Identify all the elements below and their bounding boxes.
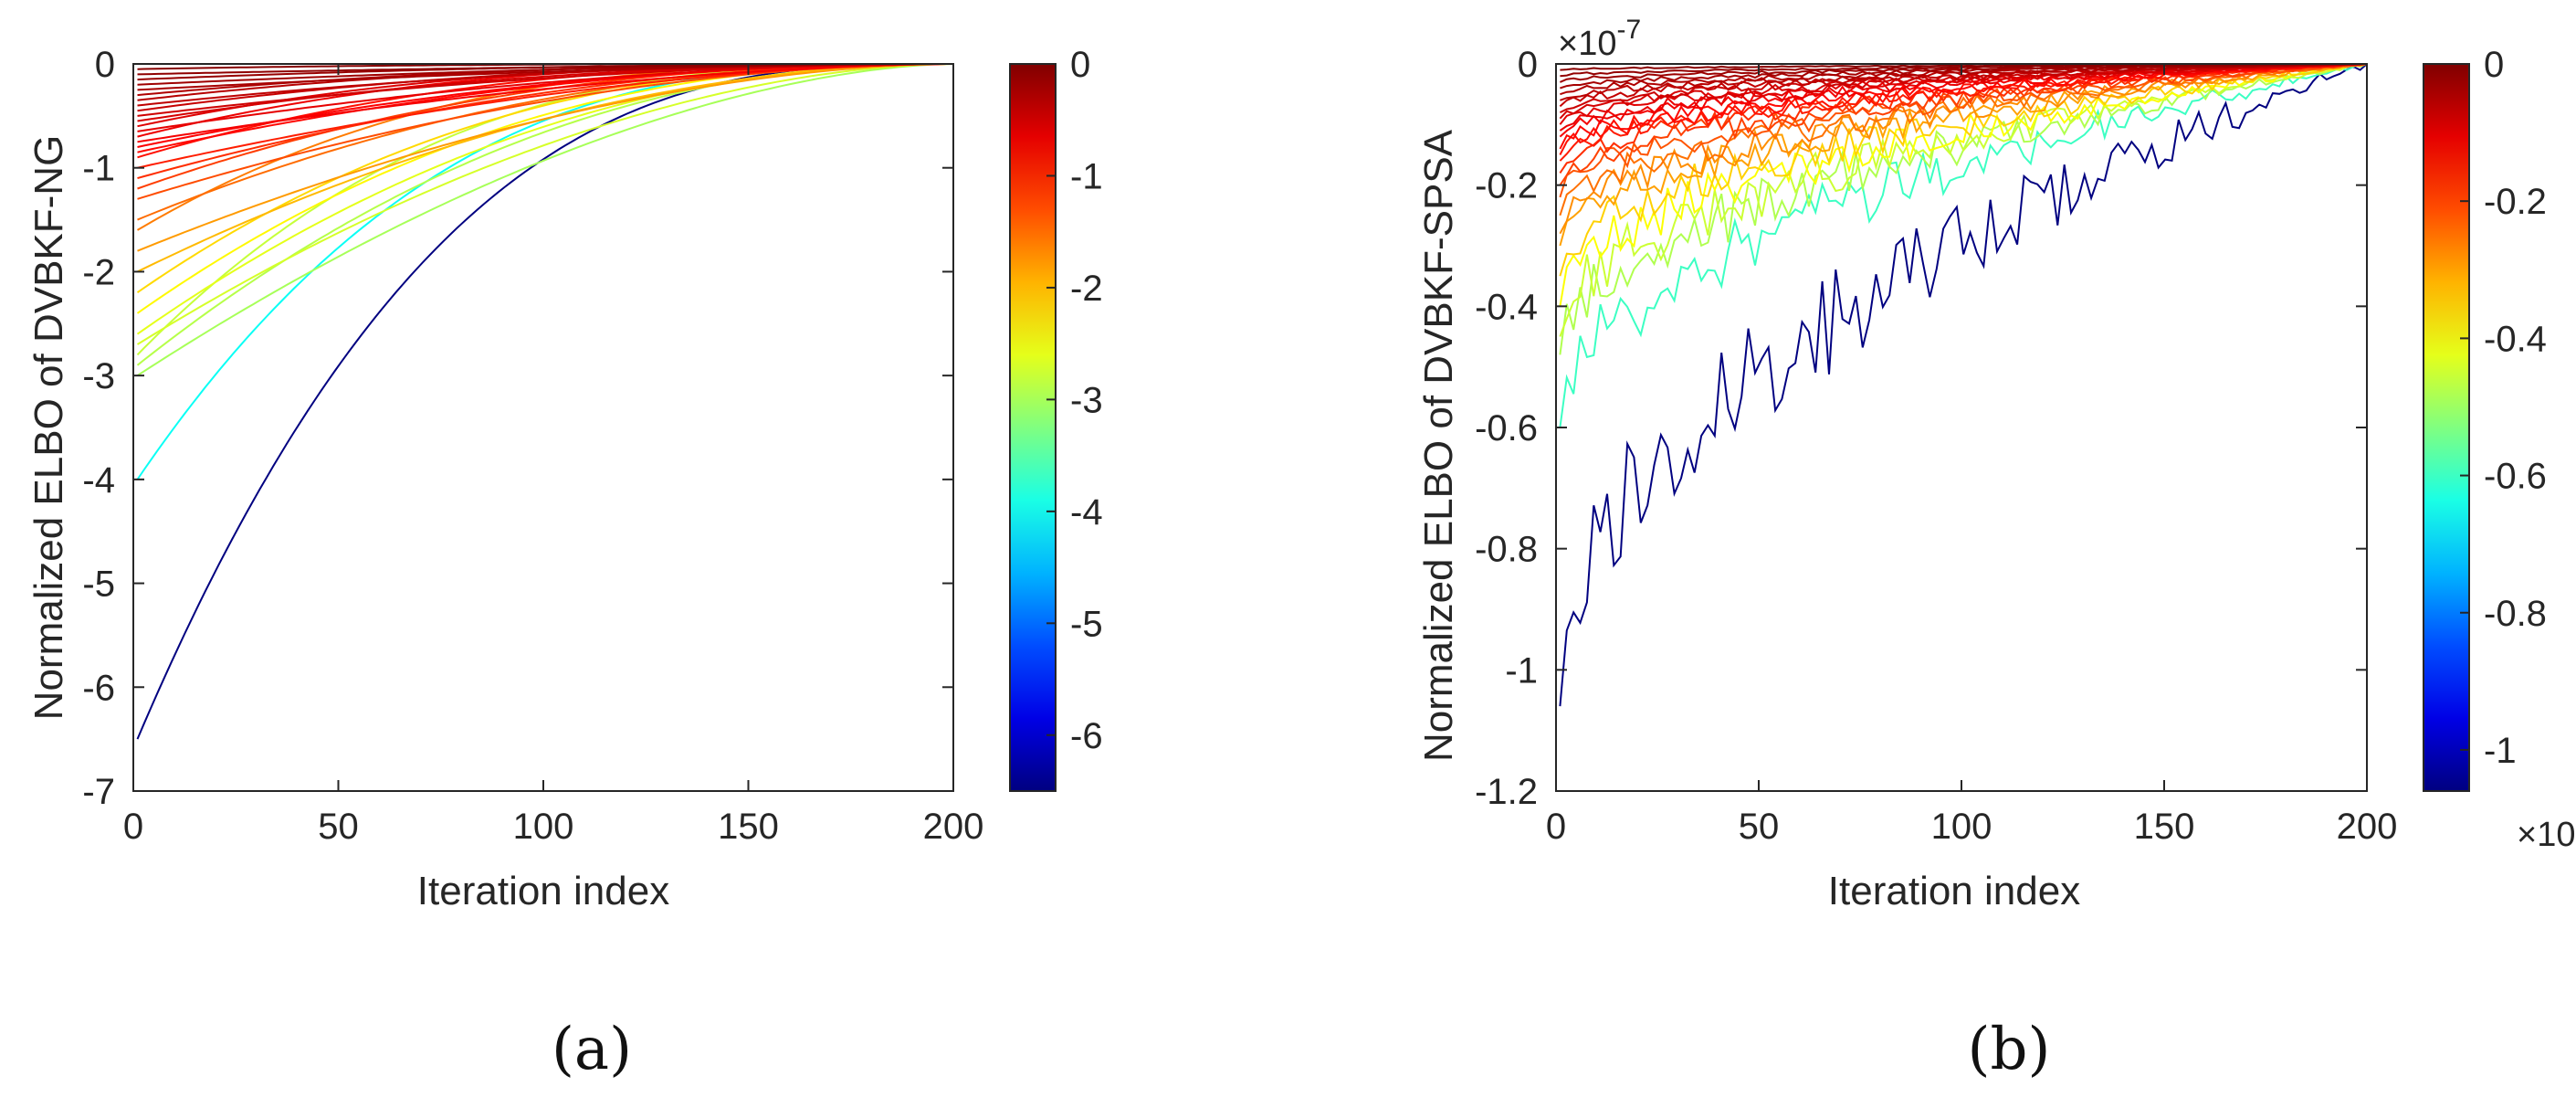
panel-a-series-line xyxy=(136,63,953,356)
panel-a-ylabel: Normalized ELBO of DVBKF-NG xyxy=(26,135,71,721)
panel-a-colorbar-tick-label: 0 xyxy=(1070,45,1090,85)
panel-b-xtick-label: 200 xyxy=(2337,807,2398,847)
panel-a-colorbar-tick-label: -2 xyxy=(1070,269,1103,309)
panel-b-colorbar-tick-label: -0.8 xyxy=(2484,594,2547,634)
panel-a-xtick-label: 150 xyxy=(718,807,779,847)
panel-a-ytick-label: -1 xyxy=(82,149,115,189)
panel-a-caption: (a) xyxy=(552,1016,632,1083)
panel-b-colorbar-exponent-base: ×10 xyxy=(2517,816,2575,854)
panel-a-series-line xyxy=(136,63,954,345)
panel-b-series-line xyxy=(1559,63,2368,707)
panel-a-xtick-label: 100 xyxy=(513,807,574,847)
panel-a-xtick-label: 0 xyxy=(123,807,143,847)
panel-b-xtick-label: 100 xyxy=(1931,807,1992,847)
panel-b-colorbar xyxy=(2423,63,2470,792)
panel-b-caption: (b) xyxy=(1968,1016,2051,1083)
panel-b-colorbar-tick-label: 0 xyxy=(2484,45,2504,85)
panel-b-series-line xyxy=(1559,63,2368,125)
panel-b-series-line xyxy=(1559,63,2368,337)
panel-b-series-line xyxy=(1559,63,2368,247)
panel-b-colorbar-ticks: 0 -0.2 -0.4 -0.6 -0.8 -1 xyxy=(2460,45,2547,771)
panel-b-series-line xyxy=(1559,63,2368,155)
panel-a-colorbar-ticks: 0 -1 -2 -3 -4 -5 -6 xyxy=(1046,45,1103,756)
panel-a-ytick-label: 0 xyxy=(95,45,115,85)
panel-a-ytick-label: -3 xyxy=(82,356,115,396)
panel-a-series xyxy=(136,63,954,740)
panel-a-series-line xyxy=(137,63,953,143)
panel-a-series-line xyxy=(137,63,953,252)
panel-b-ytick-label: -1.2 xyxy=(1475,772,1538,812)
panel-b-colorbar-tick-label: -0.2 xyxy=(2484,182,2547,222)
panel-b-caption-text: (b) xyxy=(1968,1016,2051,1083)
panel-b-axis-exponent-base: ×10 xyxy=(1558,25,1616,63)
panel-b-ytick-label: -0.4 xyxy=(1475,287,1538,327)
panel-a-plot-frame xyxy=(132,63,954,792)
panel-b-axis-exponent-power: -7 xyxy=(1616,15,1641,45)
panel-a-caption-text: (a) xyxy=(552,1016,632,1083)
panel-a-ytick-label: -6 xyxy=(82,668,115,708)
panel-b-colorbar-tick-label: -1 xyxy=(2484,731,2517,771)
panel-b-axes-ticks: 0 50 100 150 200 -1.2 -1 -0.8 -0.6 -0.4 -0.2 0 xyxy=(1475,45,2397,847)
panel-a-ytick-label: -7 xyxy=(82,772,115,812)
panel-b-colorbar-tick-label: -0.6 xyxy=(2484,457,2547,497)
panel-a: 0 50 100 150 200 -7 -6 -5 -4 -3 -2 -1 0 Iteration in… xyxy=(26,45,1103,1083)
panel-b-series-line xyxy=(1559,63,2368,235)
panel-a-ytick-label: -2 xyxy=(82,252,115,292)
panel-a-xtick-label: 200 xyxy=(923,807,984,847)
panel-b-xtick-label: 50 xyxy=(1739,807,1780,847)
panel-b-series xyxy=(1559,63,2368,707)
panel-b-colorbar-tick-label: -0.4 xyxy=(2484,319,2547,359)
panel-a-colorbar-tick-label: -5 xyxy=(1070,604,1103,644)
panel-a-colorbar-tick-label: -6 xyxy=(1070,716,1103,756)
panel-a-colorbar xyxy=(1009,63,1057,792)
panel-b: 0 50 100 150 200-1.2-1-0.8-0.6-0.4-0.20 ×10-… xyxy=(1416,15,2576,1083)
panel-b-series-line xyxy=(1559,63,2368,277)
panel-a-ytick-label: -5 xyxy=(82,565,115,605)
panel-b-axis-exponent: ×10-7 xyxy=(1558,15,1641,63)
panel-b-ylabel: Normalized ELBO of DVBKF-SPSA xyxy=(1416,129,1461,762)
panel-b-ytick-label: -0.6 xyxy=(1475,408,1538,448)
panel-a-colorbar-tick-label: -4 xyxy=(1070,492,1103,533)
panel-a-series-line xyxy=(136,63,953,740)
panel-b-xtick-label: 0 xyxy=(1546,807,1566,847)
panel-b-colorbar-exponent: ×10-7 xyxy=(2517,806,2576,854)
panel-b-ytick-label: -1 xyxy=(1505,650,1538,691)
panel-a-axes-ticks: 0 50 100 150 200 -7 -6 -5 -4 -3 -2 -1 0 xyxy=(82,45,983,847)
panel-b-plot-frame xyxy=(1555,63,2368,792)
panel-b-xlabel: Iteration index xyxy=(1828,869,2080,913)
panel-a-colorbar-tick-label: -1 xyxy=(1070,156,1103,196)
panel-a-series-line xyxy=(136,63,954,376)
panel-b-ytick-label: -0.8 xyxy=(1475,530,1538,570)
panel-b-series-line xyxy=(1559,63,2367,428)
panel-b-xtick-label: 150 xyxy=(2134,807,2195,847)
panel-a-colorbar-tick-label: -3 xyxy=(1070,380,1103,420)
panel-a-ytick-label: -4 xyxy=(82,460,115,501)
panel-b-ytick-label: -0.2 xyxy=(1475,166,1538,206)
panel-a-xtick-label: 50 xyxy=(318,807,359,847)
panel-b-ytick-label: 0 xyxy=(1518,45,1538,85)
panel-a-xlabel: Iteration index xyxy=(417,869,669,913)
